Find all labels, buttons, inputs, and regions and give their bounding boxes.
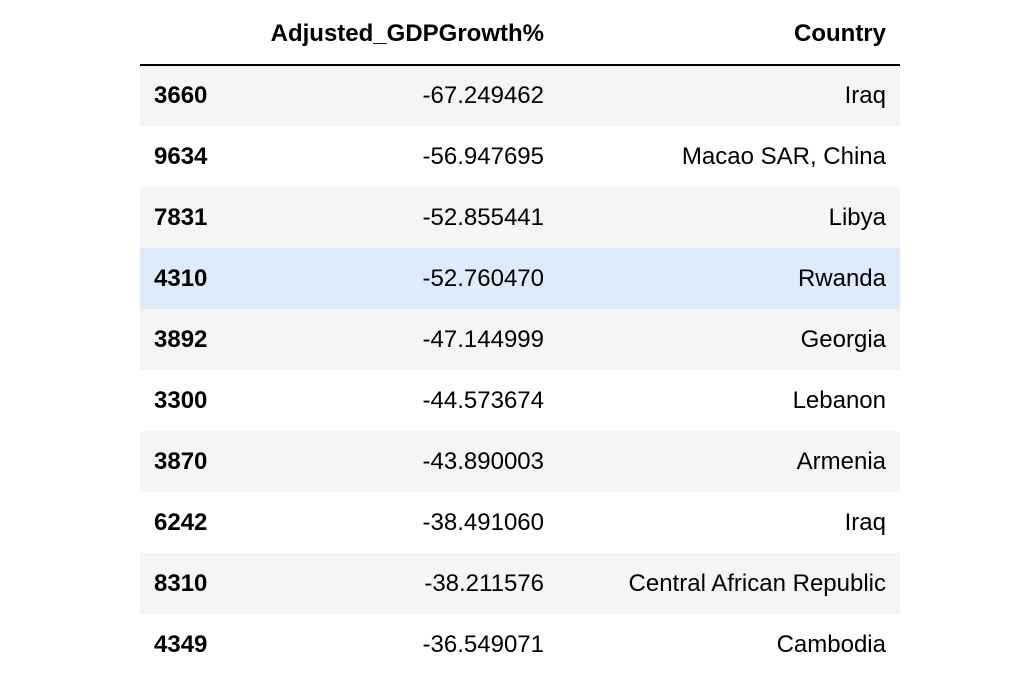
header-row: Adjusted_GDPGrowth% Country [140,4,900,66]
gdp-growth-cell: -47.144999 [422,325,544,353]
country-cell: Central African Republic [628,569,886,597]
row-index: 6242 [154,508,208,536]
row-index: 3892 [154,325,208,353]
table-row: 9634 -56.947695 Macao SAR, China [140,126,900,187]
row-index: 8310 [154,569,208,597]
country-cell: Iraq [844,508,886,536]
gdp-growth-cell: -38.491060 [422,508,544,536]
table-header: Adjusted_GDPGrowth% Country [140,4,900,66]
gdp-growth-cell: -52.855441 [422,203,544,231]
row-index: 9634 [154,142,208,170]
table-row: 3892 -47.144999 Georgia [140,309,900,370]
column-header: Adjusted_GDPGrowth% [228,4,558,66]
table-row: 3870 -43.890003 Armenia [140,431,900,492]
country-cell: Georgia [800,325,886,353]
country-cell: Rwanda [797,264,886,292]
row-index: 3870 [154,447,208,475]
table-row: 3300 -44.573674 Lebanon [140,370,900,431]
country-cell: Libya [828,203,886,231]
table-row: 6242 -38.491060 Iraq [140,492,900,553]
row-index: 3300 [154,386,208,414]
gdp-growth-cell: -44.573674 [422,386,544,414]
country-cell: Lebanon [792,386,886,414]
index-header [140,4,228,66]
dataframe: Adjusted_GDPGrowth% Country 3660 -67.24946… [140,4,900,675]
table-row: 7831 -52.855441 Libya [140,187,900,248]
gdp-growth-cell: -38.211576 [424,569,544,597]
gdp-growth-cell: -56.947695 [422,142,544,170]
gdp-growth-cell: -43.890003 [422,447,544,475]
country-cell: Armenia [796,447,886,475]
table-row: 3660 -67.249462 Iraq [140,65,900,126]
country-cell: Iraq [844,82,886,109]
table-row: 4310 -52.760470 Rwanda [140,248,900,309]
gdp-growth-cell: -67.249462 [422,82,544,109]
column-header: Country [558,4,900,66]
row-index: 3660 [154,82,208,109]
gdp-growth-cell: -36.549071 [422,630,544,658]
country-cell: Cambodia [776,630,886,658]
row-index: 7831 [154,203,208,231]
row-index: 4310 [154,264,208,292]
table-body: 3660 -67.249462 Iraq 9634 -56.947695 Macao SA… [140,65,900,675]
table-row: 8310 -38.211576 Central African Republic [140,553,900,614]
row-index: 4349 [154,630,208,658]
table-row: 4349 -36.549071 Cambodia [140,614,900,675]
gdp-growth-cell: -52.760470 [422,264,544,292]
country-cell: Macao SAR, China [681,142,886,170]
